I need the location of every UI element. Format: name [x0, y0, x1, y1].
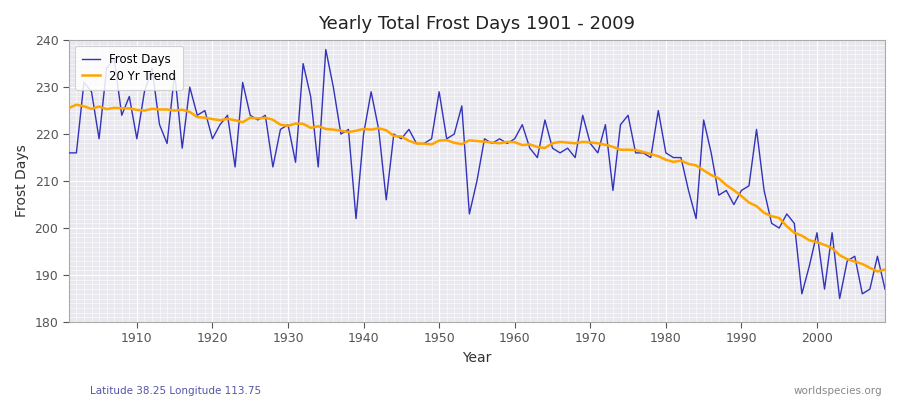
Frost Days: [290, 160, 301, 165]
Frost Days: [320, 47, 331, 52]
20 Yr Trend: [343, 130, 354, 134]
Text: worldspecies.org: worldspecies.org: [794, 386, 882, 396]
20 Yr Trend: [131, 108, 142, 112]
Frost Days: [879, 287, 890, 292]
Frost Days: [63, 150, 74, 155]
Y-axis label: Frost Days: Frost Days: [15, 145, 29, 218]
20 Yr Trend: [517, 143, 527, 148]
Frost Days: [509, 136, 520, 141]
20 Yr Trend: [879, 267, 890, 272]
Text: Latitude 38.25 Longitude 113.75: Latitude 38.25 Longitude 113.75: [90, 386, 261, 396]
Title: Yearly Total Frost Days 1901 - 2009: Yearly Total Frost Days 1901 - 2009: [319, 15, 635, 33]
20 Yr Trend: [872, 269, 883, 274]
Frost Days: [517, 122, 527, 127]
Frost Days: [608, 188, 618, 193]
20 Yr Trend: [298, 121, 309, 126]
Legend: Frost Days, 20 Yr Trend: Frost Days, 20 Yr Trend: [75, 46, 183, 90]
20 Yr Trend: [63, 106, 74, 110]
Frost Days: [124, 94, 135, 99]
Line: Frost Days: Frost Days: [68, 50, 885, 298]
Frost Days: [343, 127, 354, 132]
20 Yr Trend: [608, 144, 618, 149]
20 Yr Trend: [71, 102, 82, 107]
Line: 20 Yr Trend: 20 Yr Trend: [68, 105, 885, 272]
Frost Days: [834, 296, 845, 301]
X-axis label: Year: Year: [463, 351, 491, 365]
20 Yr Trend: [509, 140, 520, 144]
